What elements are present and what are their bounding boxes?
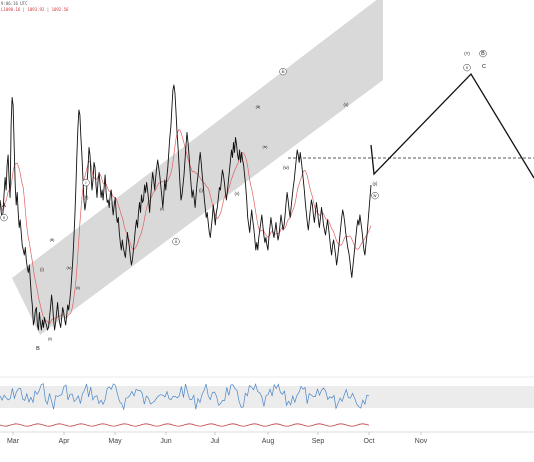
wave-label: (y): [373, 181, 378, 186]
wave-label-circle: [463, 63, 471, 72]
wave-label: i: [86, 180, 87, 185]
wave-label: (iv): [67, 266, 72, 270]
wave-label: A: [2, 203, 6, 209]
x-tick-label: Oct: [364, 438, 375, 445]
price-line: [0, 84, 372, 331]
wave-label-circle: [172, 237, 180, 246]
price-area: [0, 84, 372, 331]
wave-label: (iv): [263, 145, 268, 149]
x-tick-label: Aug: [262, 438, 275, 445]
oscillator-line: [0, 383, 370, 411]
lower-indicator-line: [0, 423, 370, 427]
wave-label: B: [36, 346, 40, 352]
x-tick-label: Apr: [59, 438, 71, 445]
x-tick-label: May: [108, 438, 122, 445]
x-tick-label: Jun: [160, 438, 171, 445]
wave-label: (Y): [464, 51, 470, 56]
wave-label: C: [482, 64, 486, 70]
wave-label: (i): [40, 267, 44, 272]
wave-label: (ii): [160, 207, 164, 211]
wave-label: (v): [235, 191, 240, 196]
x-tick-label: Jul: [211, 438, 220, 445]
wave-label: v: [466, 65, 469, 70]
wave-label: v: [3, 215, 6, 220]
x-tick-label: Mar: [7, 438, 20, 445]
wave-label: (ii): [48, 337, 52, 341]
x-tick-label: Nov: [415, 438, 428, 445]
wave-label: (v): [84, 195, 89, 200]
wave-label: (w): [283, 165, 289, 170]
wave-label-circle: [479, 49, 487, 58]
oscillator-band: [0, 386, 534, 408]
wave-label: (iii): [256, 105, 261, 109]
wave-label: iv: [373, 193, 377, 198]
chart-header-time: 9:06:16 UTC: [1, 1, 28, 6]
x-tick-label: Sep: [312, 438, 325, 445]
wave-label-circle: [279, 67, 287, 76]
wave-labels: Av Bi (ii) (i) (iii) (iv) (v) (ii) ii (i) (ii) (iii…: [0, 49, 487, 352]
wave-label: iii: [282, 69, 285, 74]
wave-label: (x): [344, 102, 349, 107]
price-channel: [12, 0, 383, 335]
wave-label: B: [481, 51, 485, 57]
chart-header-ohlc: L1090.16 | 1093.92 | 1092.56: [1, 7, 69, 12]
wave-label: (ii): [76, 286, 80, 290]
wave-label: (iii): [50, 238, 55, 242]
wave-label-circle: [0, 213, 8, 222]
time-axis: Mar Apr May Jun Jul Aug Sep Oct Nov: [0, 431, 534, 445]
wave-projection: [370, 72, 534, 179]
projection-path: [370, 72, 534, 179]
wave-label: (i): [199, 188, 203, 193]
wave-label-circle: [371, 191, 379, 200]
oscillator-panel: [0, 376, 534, 427]
channel-band: [12, 0, 383, 335]
wave-label-circle: [82, 178, 90, 187]
wave-label: ii: [175, 239, 177, 244]
